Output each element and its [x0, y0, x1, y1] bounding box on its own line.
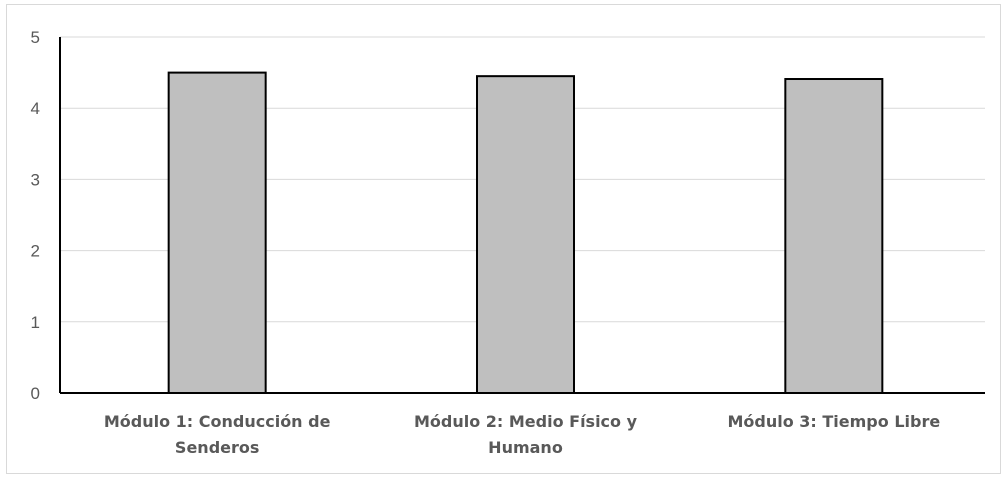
y-tick-label: 1	[31, 313, 40, 332]
bar	[784, 78, 884, 395]
labels: 0 1 2 3 4 5 Módulo 1: Conducción de Senderos Mód…	[31, 28, 941, 457]
y-tick-label: 5	[31, 28, 40, 47]
bar	[476, 75, 575, 394]
y-tick-label: 4	[31, 99, 40, 118]
axes	[59, 37, 985, 394]
y-tick-label: 3	[31, 170, 40, 189]
y-tick-label: 0	[31, 384, 40, 403]
y-tick-label: 2	[31, 242, 40, 261]
x-category-label: Módulo 2: Medio Físico y Humano	[414, 412, 638, 457]
x-category-label: Módulo 3: Tiempo Libre	[727, 412, 940, 431]
bar	[167, 71, 267, 394]
bars	[167, 71, 884, 395]
x-category-label: Módulo 1: Conducción de Senderos	[104, 412, 331, 457]
